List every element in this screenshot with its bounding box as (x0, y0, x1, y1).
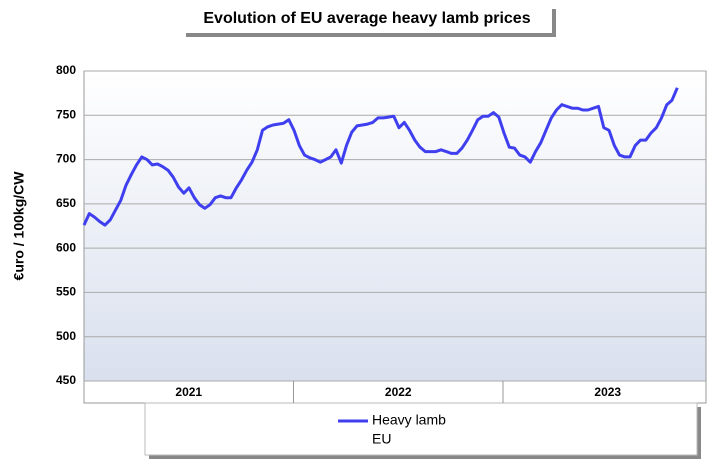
y-tick-label: 800 (56, 63, 76, 77)
price-line (82, 87, 679, 227)
y-tick-label: 500 (56, 329, 76, 343)
title-box (182, 5, 552, 33)
y-tick-label: 600 (56, 240, 76, 254)
legend-subtitle: EU (372, 431, 391, 447)
chart-title: Evolution of EU average heavy lamb price… (203, 10, 530, 27)
y-tick-label: 700 (56, 152, 76, 166)
x-tick-label: 2022 (385, 385, 412, 399)
x-tick-label: 2021 (175, 385, 202, 399)
legend-label: Heavy lamb (372, 412, 446, 428)
x-tick-label: 2023 (594, 385, 621, 399)
y-tick-label: 450 (56, 373, 76, 387)
y-axis-label: €uro / 100kg/CW (11, 171, 27, 281)
y-tick-label: 650 (56, 196, 76, 210)
y-tick-label: 750 (56, 107, 76, 121)
y-tick-label: 550 (56, 285, 76, 299)
legend-box (144, 402, 698, 456)
